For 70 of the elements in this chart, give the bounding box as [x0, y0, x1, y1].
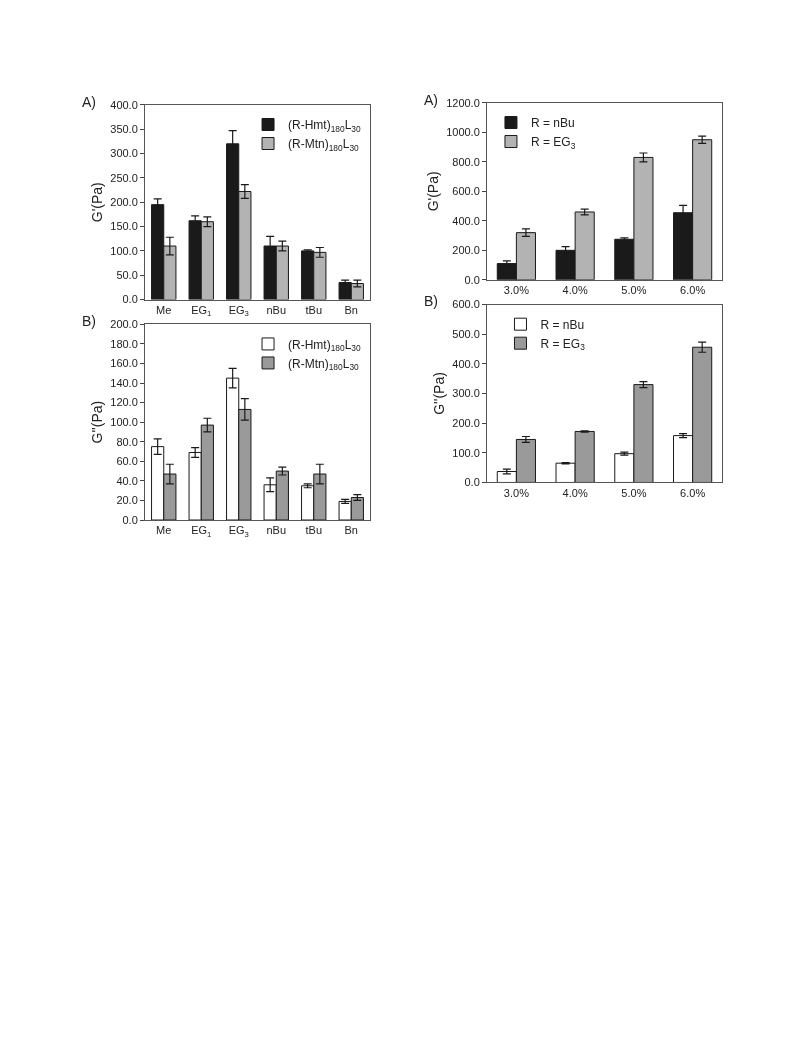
y-tick-label: 200.0: [452, 417, 480, 429]
y-axis-title: G'(Pa): [424, 171, 441, 212]
y-tick-label: 20.0: [116, 494, 138, 507]
y-tick-label: 60.0: [116, 455, 138, 468]
y-tick-label: 160.0: [110, 357, 138, 370]
y-tick-label: 0.0: [464, 273, 480, 286]
y-tick-label: 150.0: [110, 220, 138, 233]
y-tick-label: 180.0: [110, 337, 138, 350]
legend-label: (R-Hmt)$_{180}$L$_{30}$: [288, 118, 362, 134]
x-tick-label: tBu: [305, 303, 323, 316]
legend-label: (R-Hmt)$_{180}$L$_{30}$: [288, 337, 362, 354]
x-tick-label: Bn: [344, 303, 358, 316]
y-tick-label: 40.0: [116, 474, 138, 487]
chart-title: B): [424, 293, 438, 309]
y-tick-label: 80.0: [116, 435, 138, 448]
x-tick-label: 6.0%: [680, 486, 706, 499]
x-tick-label: EG$_{3}$: [228, 303, 249, 319]
y-tick-label: 0.0: [122, 513, 138, 526]
x-tick-label: 3.0%: [503, 486, 530, 499]
y-tick-label: 300.0: [452, 387, 480, 400]
x-tick-label: tBu: [305, 524, 323, 537]
y-tick-label: 500.0: [452, 328, 480, 341]
x-tick-label: nBu: [266, 303, 287, 316]
y-tick-label: 250.0: [110, 171, 138, 184]
legend-label: R = EG$_{3}$: [530, 135, 576, 151]
y-tick-label: 100.0: [110, 416, 138, 429]
chart-title: A): [424, 92, 438, 108]
y-axis-title: G''(Pa): [88, 400, 105, 444]
y-tick-label: 100.0: [452, 446, 480, 459]
y-axis-title: G'(Pa): [88, 182, 105, 223]
x-tick-label: Me: [156, 524, 172, 537]
y-tick-label: 140.0: [110, 376, 138, 389]
y-tick-label: 50.0: [116, 269, 138, 282]
x-tick-label: EG$_{3}$: [228, 524, 249, 539]
y-tick-label: 600.0: [452, 298, 480, 311]
y-tick-label: 1200.0: [446, 96, 480, 109]
legend-label: R = nBu: [540, 317, 585, 332]
y-tick-label: 1000.0: [446, 126, 480, 139]
legend-label: (R-Mtn)$_{180}$L$_{30}$: [288, 137, 360, 153]
chart-title: B): [82, 313, 96, 329]
y-tick-label: 800.0: [452, 155, 480, 168]
y-tick-label: 200.0: [110, 196, 138, 209]
chart-title: A): [82, 94, 96, 110]
y-tick-label: 0.0: [122, 293, 138, 306]
y-tick-label: 600.0: [452, 185, 480, 198]
y-axis-title: G''(Pa): [430, 372, 447, 415]
y-tick-label: 200.0: [452, 244, 480, 257]
y-tick-label: 350.0: [110, 123, 138, 136]
x-tick-label: 3.0%: [503, 284, 530, 297]
x-tick-label: 4.0%: [562, 284, 588, 297]
legend-label: R = nBu: [530, 116, 575, 131]
y-tick-label: 0.0: [464, 476, 480, 489]
legend-label: R = EG$_{3}$: [540, 336, 586, 353]
x-tick-label: 5.0%: [621, 284, 647, 297]
legend-label: (R-Mtn)$_{180}$L$_{30}$: [288, 356, 360, 373]
y-tick-label: 300.0: [110, 147, 138, 160]
x-tick-label: 5.0%: [621, 486, 647, 499]
x-tick-label: Bn: [344, 524, 358, 537]
y-tick-label: 120.0: [110, 396, 138, 409]
x-tick-label: 4.0%: [562, 486, 588, 499]
y-tick-label: 400.0: [452, 357, 480, 370]
x-tick-label: 6.0%: [680, 284, 706, 297]
x-tick-label: Me: [156, 303, 172, 316]
x-tick-label: nBu: [266, 524, 287, 537]
y-tick-label: 100.0: [110, 244, 138, 257]
y-tick-label: 400.0: [452, 214, 480, 227]
x-tick-label: EG$_{1}$: [191, 524, 212, 539]
y-tick-label: 200.0: [110, 318, 138, 331]
x-tick-label: EG$_{1}$: [191, 303, 212, 319]
y-tick-label: 400.0: [110, 98, 138, 111]
